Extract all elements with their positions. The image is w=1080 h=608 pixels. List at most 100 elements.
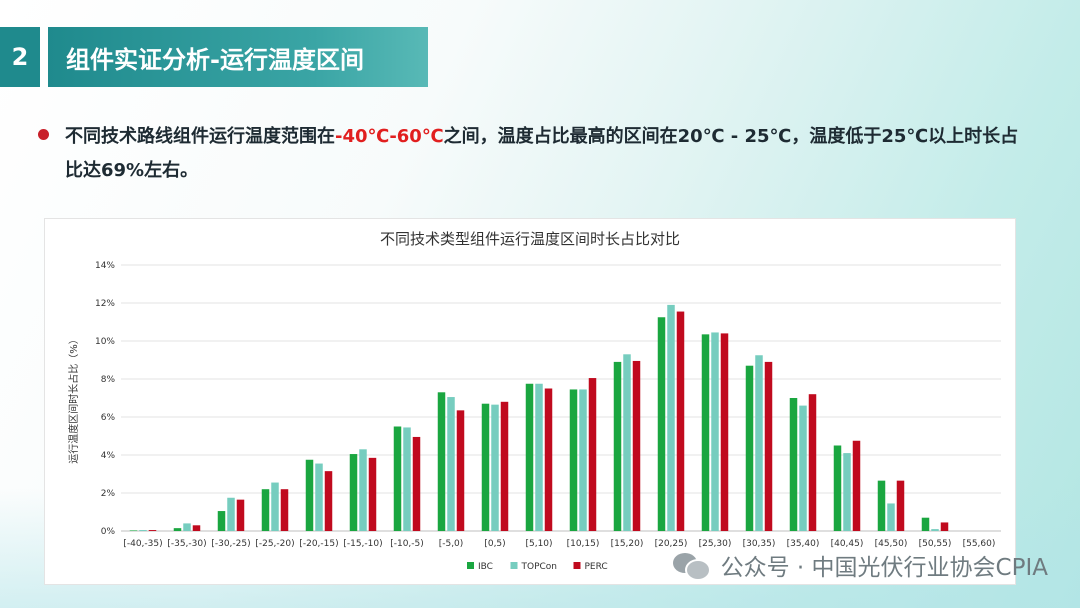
bar-perc <box>500 401 509 531</box>
bar-perc <box>456 410 465 531</box>
bar-perc <box>544 388 553 531</box>
bar-ibc <box>437 392 446 531</box>
x-tick-label: [10,15) <box>567 539 600 549</box>
y-tick-label: 0% <box>101 527 116 537</box>
chart-panel: 不同技术类型组件运行温度区间时长占比对比 0% 2% 4% 6% 8% 10% 12% 14%… <box>44 218 1016 585</box>
y-tick-label: 12% <box>95 299 115 309</box>
bar-perc <box>236 499 245 531</box>
y-tick-label: 6% <box>101 413 116 423</box>
bar-perc <box>368 457 377 531</box>
y-tick-label: 2% <box>101 489 116 499</box>
bar-topcon <box>931 529 939 531</box>
bar-perc <box>412 436 421 531</box>
bar-perc <box>280 489 289 531</box>
summary-bullet: 不同技术路线组件运行温度范围在-40℃-60℃之间，温度占比最高的区间在20℃ … <box>38 120 1028 188</box>
bar-ibc <box>701 334 710 531</box>
chart-title: 不同技术类型组件运行温度区间时长占比对比 <box>380 230 680 248</box>
wechat-icon <box>672 551 711 581</box>
bar-chart: 不同技术类型组件运行温度区间时长占比对比 0% 2% 4% 6% 8% 10% 12% 14%… <box>67 230 1001 572</box>
bar-perc <box>324 471 333 531</box>
x-tick-label: [5,10) <box>525 539 552 549</box>
legend-swatch <box>467 562 474 569</box>
chart-legend: IBC TOPCon PERC <box>467 562 608 572</box>
bar-topcon <box>491 404 499 531</box>
bar-ibc <box>305 459 314 531</box>
section-title: 组件实证分析-运行温度区间 <box>48 27 428 87</box>
bar-ibc <box>481 403 490 531</box>
bar-perc <box>764 361 773 531</box>
bar-ibc <box>261 489 270 531</box>
x-tick-label: [-20,-15) <box>299 539 338 549</box>
y-tick-label: 8% <box>101 375 116 385</box>
bar-topcon <box>447 397 455 531</box>
section-number: 2 <box>0 27 40 87</box>
bar-ibc <box>217 511 226 531</box>
bar-topcon <box>843 453 851 531</box>
chart-bars <box>129 304 949 531</box>
bar-topcon <box>403 427 411 531</box>
bar-topcon <box>799 405 807 531</box>
bar-perc <box>588 378 597 531</box>
bar-topcon <box>139 530 147 531</box>
bar-perc <box>808 394 817 531</box>
x-tick-label: [30,35) <box>743 539 776 549</box>
x-axis: [-40,-35) [-35,-30) [-30,-25) [-25,-20) [-20… <box>123 539 995 549</box>
bar-ibc <box>921 517 930 531</box>
bar-perc <box>192 525 201 531</box>
y-axis-label: 运行温度区间时长占比（%） <box>67 334 80 464</box>
x-tick-label: [20,25) <box>655 539 688 549</box>
legend-label: IBC <box>478 562 493 572</box>
bar-ibc <box>525 383 534 531</box>
bar-perc <box>148 530 157 531</box>
x-tick-label: [-30,-25) <box>211 539 250 549</box>
y-tick-label: 14% <box>95 261 115 271</box>
summary-text-highlight: -40℃-60℃ <box>335 126 444 147</box>
bar-perc <box>896 480 905 531</box>
bar-ibc <box>569 389 578 531</box>
x-tick-label: [-15,-10) <box>343 539 382 549</box>
summary-text: 不同技术路线组件运行温度范围在-40℃-60℃之间，温度占比最高的区间在20℃ … <box>65 120 1028 188</box>
bar-topcon <box>359 449 367 531</box>
x-tick-label: [-25,-20) <box>255 539 294 549</box>
summary-text-part2: 之间，温度占比最高的区间在20℃ - 25℃，温度低于25℃以上时长占比达69%… <box>65 126 1019 181</box>
legend-swatch <box>510 562 518 569</box>
bar-perc <box>720 333 729 531</box>
bar-ibc <box>393 426 402 531</box>
bar-topcon <box>315 463 323 531</box>
bar-perc <box>852 440 861 531</box>
bar-topcon <box>271 482 279 531</box>
watermark: 公众号 · 中国光伏行业协会CPIA <box>672 548 1048 582</box>
y-tick-label: 4% <box>101 451 116 461</box>
bar-topcon <box>535 383 543 531</box>
section-header: 2 组件实证分析-运行温度区间 <box>0 27 428 87</box>
bar-ibc <box>349 454 358 531</box>
bar-ibc <box>877 480 886 531</box>
bullet-dot-icon <box>38 129 49 140</box>
bar-topcon <box>579 389 587 531</box>
bar-ibc <box>613 361 622 531</box>
x-tick-label: [50,55) <box>919 539 952 549</box>
x-tick-label: [-40,-35) <box>123 539 162 549</box>
legend-label: TOPCon <box>521 562 558 572</box>
bar-topcon <box>755 355 763 531</box>
y-axis: 0% 2% 4% 6% 8% 10% 12% 14% <box>95 261 115 537</box>
bar-ibc <box>129 530 138 531</box>
bar-perc <box>940 522 949 531</box>
bar-topcon <box>711 332 719 531</box>
bar-ibc <box>173 528 182 531</box>
bar-topcon <box>623 354 631 531</box>
x-tick-label: [40,45) <box>831 539 864 549</box>
bar-ibc <box>789 398 798 531</box>
bar-ibc <box>833 445 842 531</box>
x-tick-label: [0,5) <box>484 539 505 549</box>
bar-topcon <box>667 304 675 531</box>
summary-text-part1: 不同技术路线组件运行温度范围在 <box>65 126 335 147</box>
x-tick-label: [-10,-5) <box>390 539 424 549</box>
bar-topcon <box>887 503 895 531</box>
watermark-text: 公众号 · 中国光伏行业协会CPIA <box>720 555 1048 581</box>
x-tick-label: [-5,0) <box>439 539 464 549</box>
bar-topcon <box>227 497 235 531</box>
x-tick-label: [25,30) <box>699 539 732 549</box>
x-tick-label: [35,40) <box>787 539 820 549</box>
bar-topcon <box>183 523 191 531</box>
